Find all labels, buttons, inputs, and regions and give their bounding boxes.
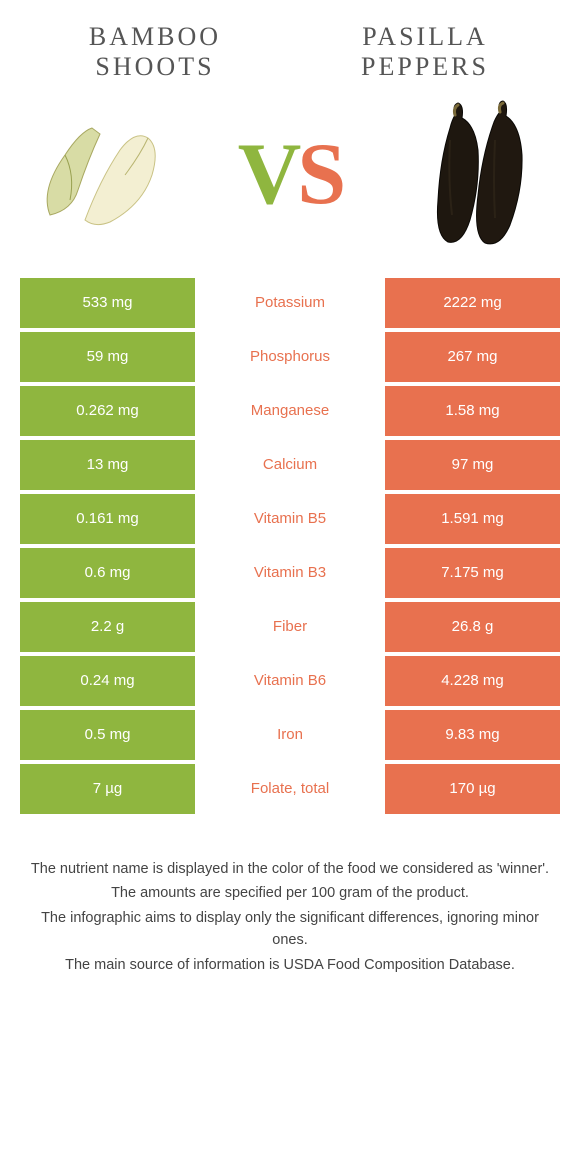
footnote-line: The main source of information is USDA F… <box>28 954 552 976</box>
left-value-cell: 533 mg <box>20 278 195 328</box>
footnote-line: The infographic aims to display only the… <box>28 907 552 952</box>
nutrient-label: Vitamin B5 <box>195 494 385 544</box>
right-title-line1: PASILLA <box>362 22 488 51</box>
nutrient-label: Vitamin B6 <box>195 656 385 706</box>
nutrient-label: Phosphorus <box>195 332 385 382</box>
footnotes: The nutrient name is displayed in the co… <box>20 858 560 976</box>
footnote-line: The amounts are specified per 100 gram o… <box>28 882 552 904</box>
nutrient-row: 533 mgPotassium2222 mg <box>20 278 560 328</box>
bamboo-shoots-image <box>20 100 190 250</box>
nutrient-row: 7 µgFolate, total170 µg <box>20 764 560 814</box>
nutrient-label: Potassium <box>195 278 385 328</box>
left-value-cell: 0.24 mg <box>20 656 195 706</box>
nutrient-table: 533 mgPotassium2222 mg59 mgPhosphorus267… <box>20 278 560 814</box>
nutrient-row: 0.262 mgManganese1.58 mg <box>20 386 560 436</box>
infographic-container: BAMBOO SHOOTS PASILLA PEPPERS VS <box>0 0 580 1018</box>
left-value-cell: 13 mg <box>20 440 195 490</box>
left-value-cell: 2.2 g <box>20 602 195 652</box>
right-value-cell: 267 mg <box>385 332 560 382</box>
nutrient-row: 2.2 gFiber26.8 g <box>20 602 560 652</box>
nutrient-row: 0.5 mgIron9.83 mg <box>20 710 560 760</box>
left-title-line1: BAMBOO <box>89 22 221 51</box>
nutrient-label: Iron <box>195 710 385 760</box>
left-value-cell: 0.5 mg <box>20 710 195 760</box>
nutrient-row: 13 mgCalcium97 mg <box>20 440 560 490</box>
nutrient-row: 0.6 mgVitamin B37.175 mg <box>20 548 560 598</box>
right-value-cell: 9.83 mg <box>385 710 560 760</box>
left-value-cell: 0.262 mg <box>20 386 195 436</box>
right-value-cell: 26.8 g <box>385 602 560 652</box>
footnote-line: The nutrient name is displayed in the co… <box>28 858 552 880</box>
images-row: VS <box>20 100 560 250</box>
vs-v: V <box>238 131 298 219</box>
nutrient-row: 0.161 mgVitamin B51.591 mg <box>20 494 560 544</box>
left-value-cell: 59 mg <box>20 332 195 382</box>
left-title-line2: SHOOTS <box>95 52 214 81</box>
left-value-cell: 0.6 mg <box>20 548 195 598</box>
right-value-cell: 170 µg <box>385 764 560 814</box>
left-food-title: BAMBOO SHOOTS <box>20 22 290 82</box>
vs-label: VS <box>238 131 343 219</box>
nutrient-row: 0.24 mgVitamin B64.228 mg <box>20 656 560 706</box>
nutrient-label: Calcium <box>195 440 385 490</box>
right-value-cell: 97 mg <box>385 440 560 490</box>
titles-row: BAMBOO SHOOTS PASILLA PEPPERS <box>20 0 560 82</box>
right-value-cell: 1.591 mg <box>385 494 560 544</box>
nutrient-label: Folate, total <box>195 764 385 814</box>
right-value-cell: 4.228 mg <box>385 656 560 706</box>
right-value-cell: 7.175 mg <box>385 548 560 598</box>
pasilla-peppers-image <box>390 100 560 250</box>
left-value-cell: 0.161 mg <box>20 494 195 544</box>
nutrient-label: Fiber <box>195 602 385 652</box>
nutrient-row: 59 mgPhosphorus267 mg <box>20 332 560 382</box>
right-value-cell: 2222 mg <box>385 278 560 328</box>
right-value-cell: 1.58 mg <box>385 386 560 436</box>
left-value-cell: 7 µg <box>20 764 195 814</box>
nutrient-label: Vitamin B3 <box>195 548 385 598</box>
right-food-title: PASILLA PEPPERS <box>290 22 560 82</box>
nutrient-label: Manganese <box>195 386 385 436</box>
vs-s: S <box>297 131 342 219</box>
right-title-line2: PEPPERS <box>361 52 489 81</box>
